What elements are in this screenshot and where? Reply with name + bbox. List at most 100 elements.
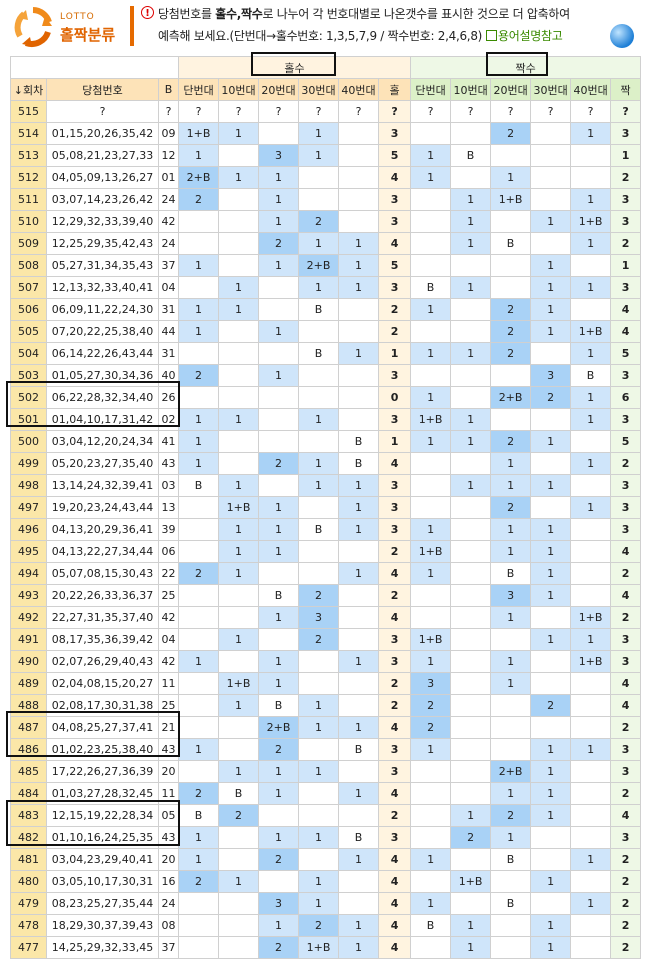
- cell-round[interactable]: 477: [10, 936, 47, 959]
- cell-round[interactable]: 505: [10, 320, 47, 343]
- cell-numbers[interactable]: 05,20,23,27,35,40: [46, 452, 159, 475]
- cell-numbers[interactable]: 01,05,27,30,34,36: [46, 364, 159, 387]
- cell-even-1s: 2: [410, 694, 452, 717]
- cell-numbers[interactable]: 12,13,32,33,40,41: [46, 276, 159, 299]
- cell-even-10s: [450, 694, 492, 717]
- cell-round[interactable]: 513: [10, 144, 47, 167]
- cell-odd-40s: [338, 804, 380, 827]
- cell-numbers[interactable]: 05,27,31,34,35,43: [46, 254, 159, 277]
- cell-numbers[interactable]: 04,13,20,29,36,41: [46, 518, 159, 541]
- cell-round[interactable]: 489: [10, 672, 47, 695]
- cell-numbers[interactable]: 02,07,26,29,40,43: [46, 650, 159, 673]
- cell-round[interactable]: 497: [10, 496, 47, 519]
- cell-round[interactable]: 481: [10, 848, 47, 871]
- help-link[interactable]: 용어설명참고: [486, 29, 563, 43]
- cell-numbers[interactable]: 12,25,29,35,42,43: [46, 232, 159, 255]
- cell-odd-30s: B: [298, 518, 340, 541]
- cell-round[interactable]: 510: [10, 210, 47, 233]
- cell-numbers[interactable]: 12,15,19,22,28,34: [46, 804, 159, 827]
- cell-round[interactable]: 502: [10, 386, 47, 409]
- cell-numbers[interactable]: 03,07,14,23,26,42: [46, 188, 159, 211]
- cell-numbers[interactable]: 14,25,29,32,33,45: [46, 936, 159, 959]
- cell-round[interactable]: 483: [10, 804, 47, 827]
- cell-round[interactable]: 478: [10, 914, 47, 937]
- cell-round[interactable]: 494: [10, 562, 47, 585]
- cell-round[interactable]: 490: [10, 650, 47, 673]
- cell-even-sum: 2: [610, 562, 642, 585]
- cell-numbers[interactable]: 07,20,22,25,38,40: [46, 320, 159, 343]
- cell-round[interactable]: 508: [10, 254, 47, 277]
- cell-numbers[interactable]: 01,04,10,17,31,42: [46, 408, 159, 431]
- cell-round[interactable]: 499: [10, 452, 47, 475]
- cell-numbers[interactable]: 04,13,22,27,34,44: [46, 540, 159, 563]
- cell-numbers[interactable]: 01,03,27,28,32,45: [46, 782, 159, 805]
- cell-numbers[interactable]: 22,27,31,35,37,40: [46, 606, 159, 629]
- cell-even-30s: 1: [530, 298, 572, 321]
- cell-numbers[interactable]: 03,04,12,20,24,34: [46, 430, 159, 453]
- cell-odd-10s: [218, 144, 260, 167]
- cell-numbers[interactable]: 08,23,25,27,35,44: [46, 892, 159, 915]
- cell-numbers[interactable]: 02,04,08,15,20,27: [46, 672, 159, 695]
- cell-numbers[interactable]: 17,22,26,27,36,39: [46, 760, 159, 783]
- cell-numbers[interactable]: 02,08,17,30,31,38: [46, 694, 159, 717]
- cell-numbers[interactable]: 01,02,23,25,38,40: [46, 738, 159, 761]
- cell-numbers[interactable]: 03,04,23,29,40,41: [46, 848, 159, 871]
- cell-even-40s: 1: [570, 452, 612, 475]
- cell-round[interactable]: 509: [10, 232, 47, 255]
- cell-numbers[interactable]: 01,15,20,26,35,42: [46, 122, 159, 145]
- cell-round[interactable]: 484: [10, 782, 47, 805]
- cell-round[interactable]: 492: [10, 606, 47, 629]
- cell-round[interactable]: 487: [10, 716, 47, 739]
- cell-numbers[interactable]: 01,10,16,24,25,35: [46, 826, 159, 849]
- cell-round[interactable]: 495: [10, 540, 47, 563]
- cell-numbers[interactable]: 18,29,30,37,39,43: [46, 914, 159, 937]
- cell-round[interactable]: 498: [10, 474, 47, 497]
- cell-numbers[interactable]: 04,08,25,27,37,41: [46, 716, 159, 739]
- cell-round[interactable]: 482: [10, 826, 47, 849]
- cell-numbers[interactable]: 19,20,23,24,43,44: [46, 496, 159, 519]
- cell-numbers[interactable]: 06,09,11,22,24,30: [46, 298, 159, 321]
- cell-bonus: 02: [157, 408, 180, 431]
- cell-numbers[interactable]: 04,05,09,13,26,27: [46, 166, 159, 189]
- cell-numbers[interactable]: 03,05,10,17,30,31: [46, 870, 159, 893]
- cell-round[interactable]: 511: [10, 188, 47, 211]
- cell-round[interactable]: 514: [10, 122, 47, 145]
- cell-numbers[interactable]: 06,22,28,32,34,40: [46, 386, 159, 409]
- cell-round[interactable]: 480: [10, 870, 47, 893]
- cell-round[interactable]: 479: [10, 892, 47, 915]
- cell-even-10s: [450, 166, 492, 189]
- table-row: 491 08,17,35,36,39,42 04 1 2 3 1+B 1 1 3: [10, 628, 642, 651]
- cell-numbers[interactable]: 05,07,08,15,30,43: [46, 562, 159, 585]
- cell-round[interactable]: 515: [10, 100, 47, 123]
- cell-numbers[interactable]: 20,22,26,33,36,37: [46, 584, 159, 607]
- cell-round[interactable]: 501: [10, 408, 47, 431]
- cell-round[interactable]: 500: [10, 430, 47, 453]
- cell-odd-20s: 1: [258, 540, 300, 563]
- cell-odd-10s: [218, 364, 260, 387]
- cell-round[interactable]: 488: [10, 694, 47, 717]
- cell-round[interactable]: 506: [10, 298, 47, 321]
- cell-numbers[interactable]: 05,08,21,23,27,33: [46, 144, 159, 167]
- cell-round[interactable]: 491: [10, 628, 47, 651]
- cell-round[interactable]: 485: [10, 760, 47, 783]
- globe-icon[interactable]: [610, 24, 634, 48]
- col-header-round[interactable]: ↓회차: [10, 78, 47, 101]
- cell-round[interactable]: 503: [10, 364, 47, 387]
- cell-round[interactable]: 512: [10, 166, 47, 189]
- cell-numbers[interactable]: 08,17,35,36,39,42: [46, 628, 159, 651]
- cell-round[interactable]: 493: [10, 584, 47, 607]
- cell-odd-30s: [298, 650, 340, 673]
- cell-even-1s: 3: [410, 672, 452, 695]
- cell-numbers[interactable]: 13,14,24,32,39,41: [46, 474, 159, 497]
- table-row: 498 13,14,24,32,39,41 03 B 1 1 1 3 1 1 1 3: [10, 474, 642, 497]
- cell-round[interactable]: 507: [10, 276, 47, 299]
- cell-numbers[interactable]: 12,29,32,33,39,40: [46, 210, 159, 233]
- lotto-logo[interactable]: LOTTO 홀짝분류: [12, 4, 134, 48]
- cell-odd-sum: 2: [378, 694, 412, 717]
- cell-round[interactable]: 486: [10, 738, 47, 761]
- cell-round[interactable]: 504: [10, 342, 47, 365]
- cell-round[interactable]: 496: [10, 518, 47, 541]
- cell-odd-10s: [218, 914, 260, 937]
- cell-numbers[interactable]: 06,14,22,26,43,44: [46, 342, 159, 365]
- cell-numbers[interactable]: ?: [46, 100, 159, 123]
